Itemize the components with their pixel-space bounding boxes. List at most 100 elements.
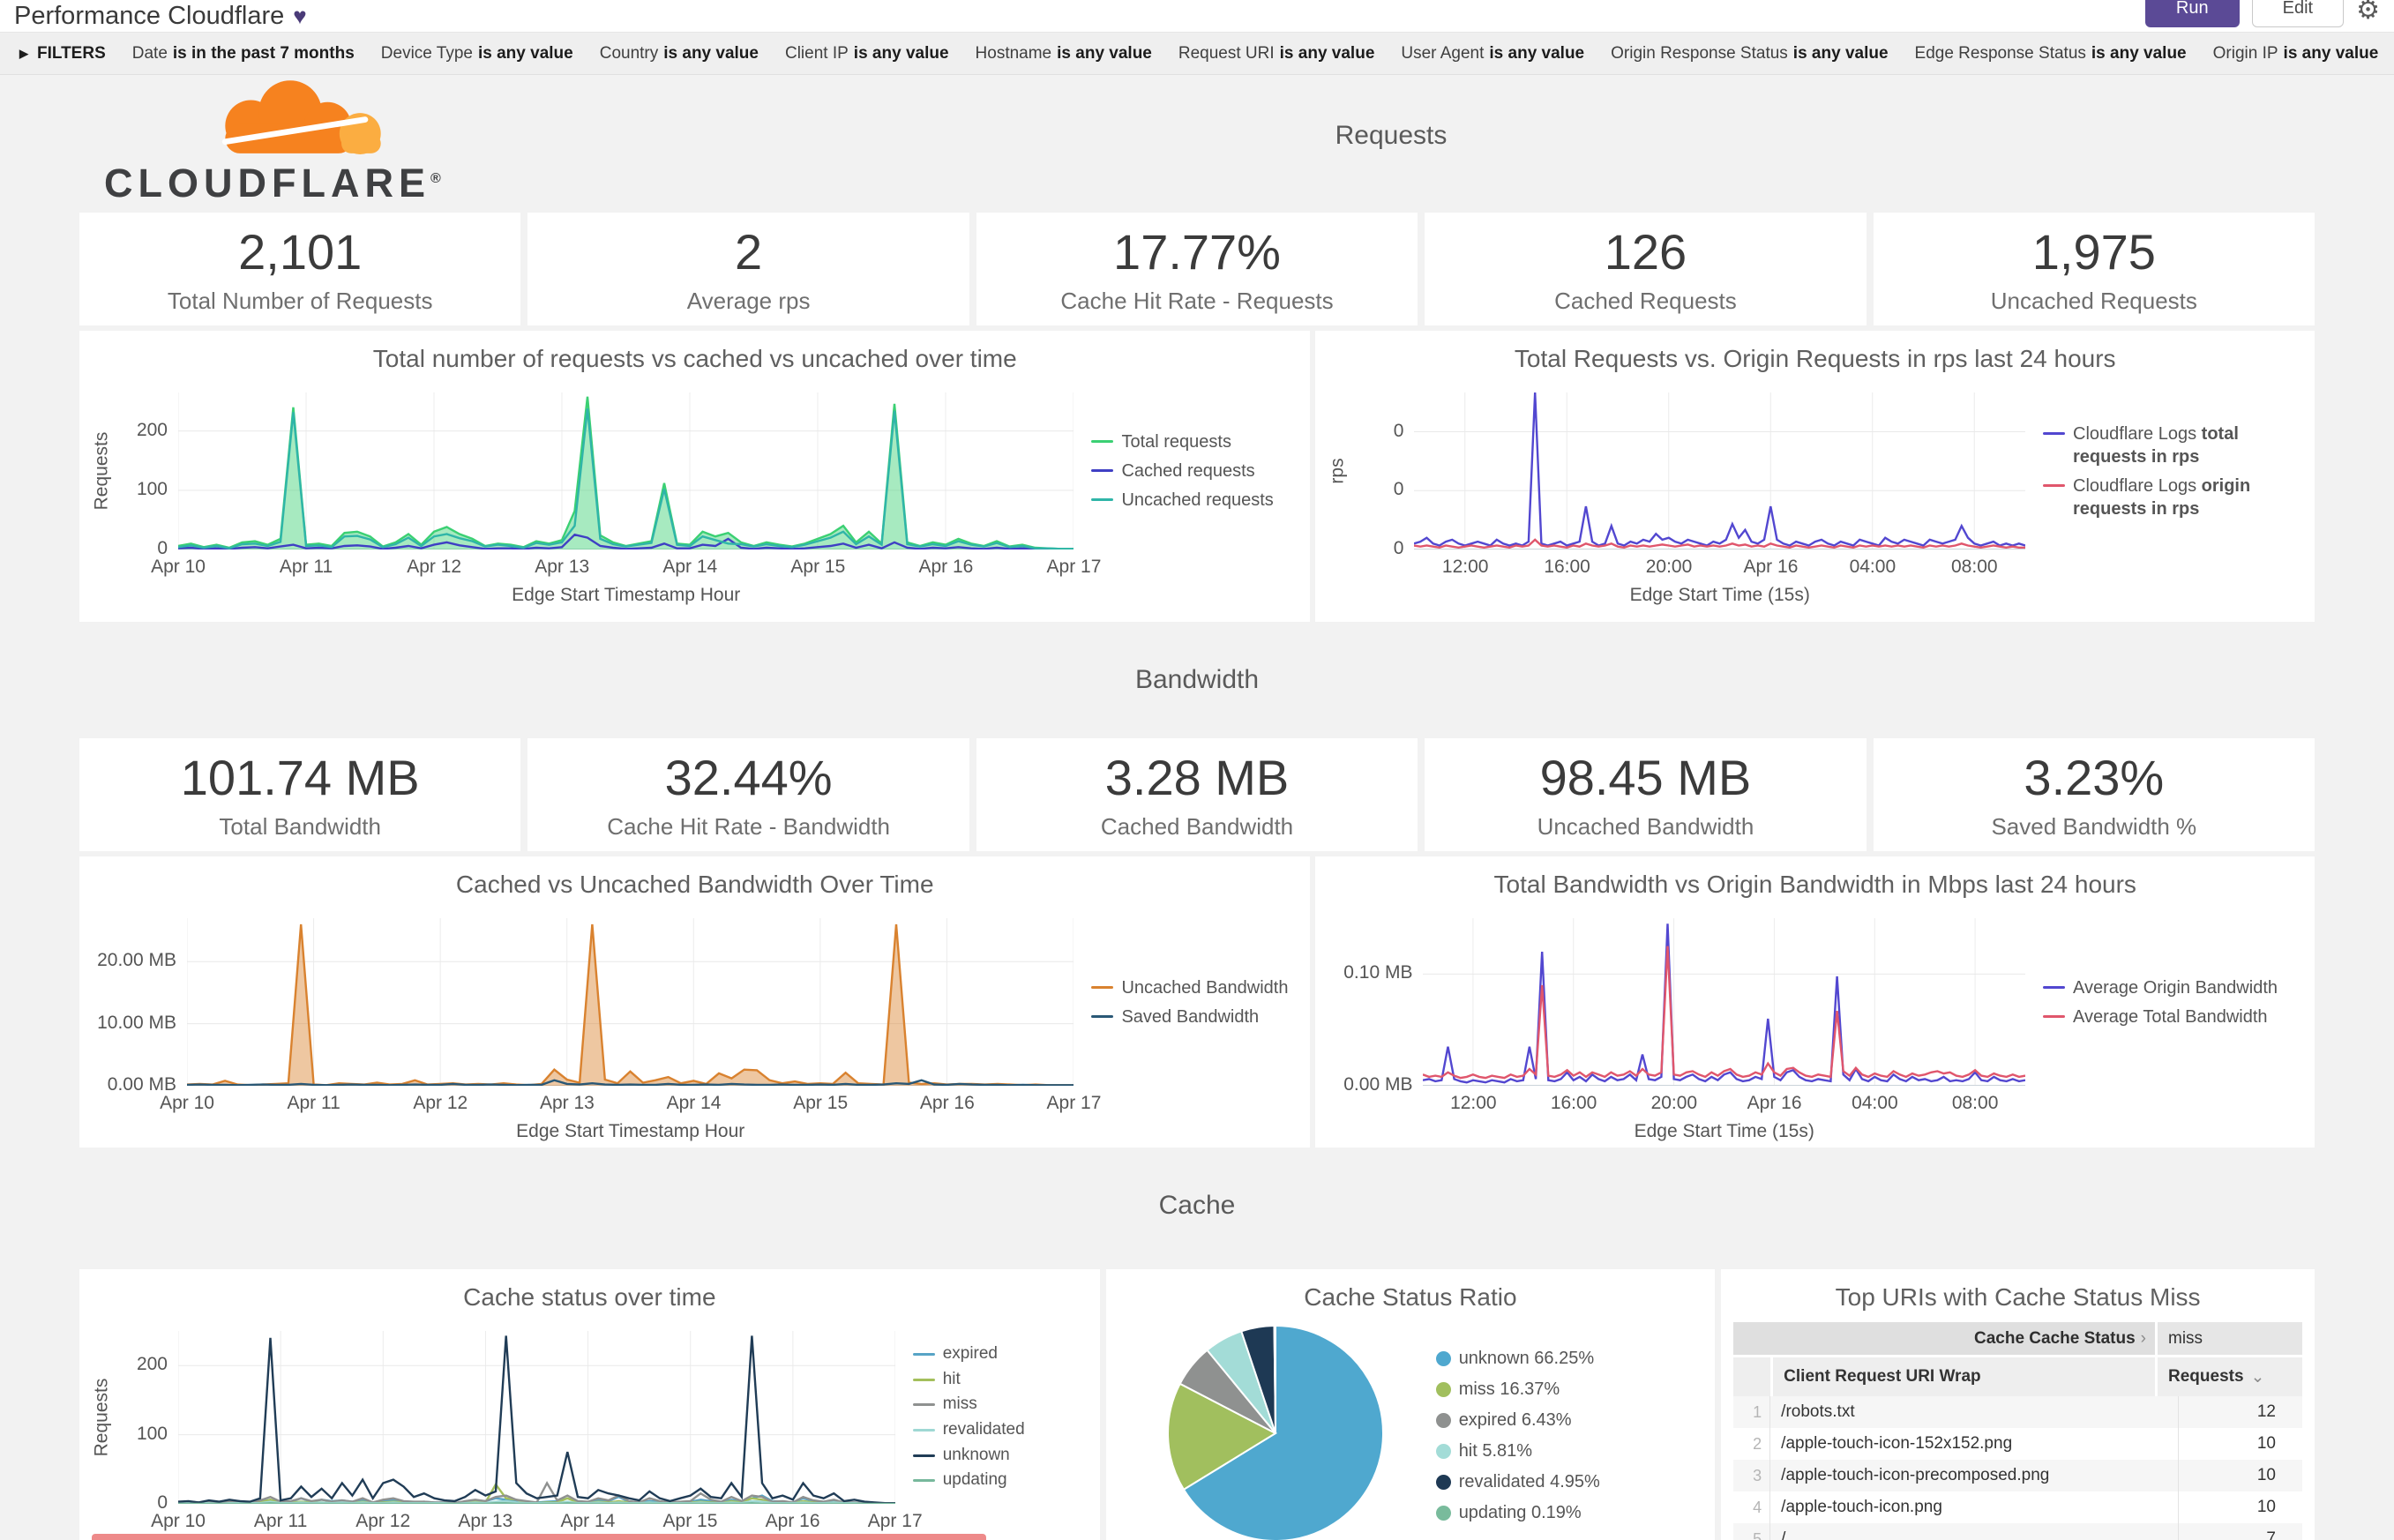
legend-item[interactable]: Average Origin Bandwidth [2043,976,2300,999]
filter-field: User Agent [1401,43,1485,63]
x-tick-label: Apr 12 [413,1093,468,1113]
row-requests: 10 [2256,1434,2276,1453]
requests-section-head: CLOUDFLARE® Requests [0,75,2394,213]
legend-item[interactable]: hit [912,1369,1086,1391]
chevron-right-icon: › [2140,1328,2146,1348]
table-row[interactable]: 5 / 7 [1733,1523,2302,1540]
legend-item[interactable]: Cached requests [1091,460,1296,482]
legend-item[interactable]: Cloudflare Logs origin requests in rps [2043,475,2300,520]
cloudflare-wordmark: CLOUDFLARE® [104,161,441,206]
legend-item[interactable]: unknown 66.25% [1435,1347,1600,1370]
table-row[interactable]: 3 /apple-touch-icon-precomposed.png 10 [1733,1460,2302,1491]
legend-item[interactable]: Uncached Bandwidth [1091,976,1296,999]
pie-slice-updating[interactable] [1273,1324,1276,1434]
x-tick-label: Apr 14 [560,1511,616,1531]
legend-item[interactable]: Average Total Bandwidth [2043,1005,2300,1028]
bandwidth-chart-row: Cached vs Uncached Bandwidth Over Time 2… [79,856,2315,1148]
filter-item[interactable]: Country is any value [600,44,759,63]
filter-item[interactable]: Origin IP is any value [2213,44,2379,63]
legend-label: updating [942,1470,1007,1490]
legend-item[interactable]: Cloudflare Logs total requests in rps [2043,422,2300,468]
legend-label: Average Total Bandwidth [2073,1006,2268,1027]
filter-condition: is any value [1279,43,1375,63]
legend-dot-icon [1435,1443,1451,1459]
legend-item[interactable]: expired [912,1343,1086,1365]
filter-item[interactable]: Hostname is any value [976,44,1152,63]
chart-title: Total Requests vs. Origin Requests in rp… [1514,345,2116,372]
panel-requests-over-time: Total number of requests vs cached vs un… [79,331,1311,622]
y-tick-label: 0 [157,538,168,558]
x-tick-label: Apr 17 [1046,557,1102,577]
requests-chart-row: Total number of requests vs cached vs un… [79,331,2315,622]
x-axis-ticks: 12:00 16:00 20:00 Apr 16 04:00 08:00 [1414,549,2025,578]
edit-button[interactable]: Edit [2251,0,2345,27]
row-index: 5 [1733,1523,1771,1540]
x-tick-label: 16:00 [1550,1093,1597,1113]
legend-item[interactable]: Total requests [1091,430,1296,453]
chart-title: Cached vs Uncached Bandwidth Over Time [455,871,934,898]
filters-toggle[interactable]: ▶ FILTERS [19,44,106,64]
y-tick-label: 0 [157,1492,168,1513]
x-tick-label: 08:00 [1951,1093,1999,1113]
table-row[interactable]: 1 /robots.txt 12 [1733,1396,2302,1428]
y-axis-ticks: 200 100 0 [115,1331,178,1513]
kpi-tile: 3.23% Saved Bandwidth % [1873,738,2315,851]
pie-slice-miss[interactable] [1166,1382,1277,1491]
legend-item[interactable]: miss [912,1394,1086,1416]
legend-label: Average Origin Bandwidth [2073,977,2278,998]
legend-item[interactable]: updating [912,1469,1086,1491]
x-tick-label: 04:00 [1849,557,1896,577]
y-axis-label: rps [1327,458,1348,484]
kpi-tile: 3.28 MB Cached Bandwidth [976,738,1418,851]
legend-item[interactable]: miss 16.37% [1435,1378,1600,1401]
table-row[interactable]: 4 /apple-touch-icon.png 10 [1733,1491,2302,1523]
legend-dot-icon [1435,1350,1451,1366]
y-axis-label: Requests [91,1378,111,1457]
filter-item[interactable]: Origin Response Status is any value [1611,44,1888,63]
filter-item[interactable]: Edge Response Status is any value [1915,44,2187,63]
legend-item[interactable]: revalidated 4.95% [1435,1470,1600,1493]
filter-item[interactable]: Device Type is any value [381,44,573,63]
column-header-row: Client Request URI Wrap Requests ⌄ [1733,1355,2302,1396]
filter-item[interactable]: Date is in the past 7 months [132,44,355,63]
table-body: 1 /robots.txt 12 2 /apple-touch-icon-152… [1733,1396,2302,1540]
filter-item[interactable]: Client IP is any value [785,44,949,63]
x-axis-title: Edge Start Timestamp Hour [516,1121,745,1141]
filter-item[interactable]: Request URI is any value [1178,44,1375,63]
table-row[interactable]: 2 /apple-touch-icon-152x152.png 10 [1733,1428,2302,1460]
legend-dot-icon [1435,1474,1451,1490]
legend-item[interactable]: revalidated [912,1419,1086,1441]
legend-item[interactable]: unknown [912,1445,1086,1467]
legend-item[interactable]: Uncached requests [1091,489,1296,512]
top-uris-table: Cache Cache Status › miss Client Request … [1733,1322,2302,1540]
legend-item[interactable]: Saved Bandwidth [1091,1005,1296,1028]
column-header-requests[interactable]: Requests ⌄ [2155,1357,2302,1396]
chart-title: Cache Status Ratio [1304,1283,1517,1311]
kpi-value: 2 [735,224,763,280]
x-tick-label: Apr 11 [279,557,333,577]
sort-desc-icon: ⌄ [2250,1367,2265,1387]
pie-slice-unknown[interactable] [1182,1324,1384,1540]
pie-legend: unknown 66.25% miss 16.37% expired 6.43% hi… [1435,1347,1600,1524]
legend-label: miss 16.37% [1458,1379,1560,1399]
x-tick-label: 12:00 [1450,1093,1497,1113]
legend-item[interactable]: expired 6.43% [1435,1409,1600,1432]
legend-item[interactable]: updating 0.19% [1435,1501,1600,1524]
column-header-uri[interactable]: Client Request URI Wrap [1770,1357,2155,1396]
y-tick-label: 200 [136,419,168,440]
filter-item[interactable]: User Agent is any value [1401,44,1584,63]
kpi-tile: 32.44% Cache Hit Rate - Bandwidth [527,738,969,851]
panel-mbps-24h: Total Bandwidth vs Origin Bandwidth in M… [1315,856,2315,1148]
pivot-label[interactable]: Cache Cache Status › [1973,1328,2146,1348]
x-tick-label: Apr 10 [160,1093,214,1113]
legend-item[interactable]: hit 5.81% [1435,1439,1600,1462]
filter-field: Client IP [784,43,849,63]
gear-icon[interactable]: ⚙ [2356,0,2380,25]
kpi-tile: 2,101 Total Number of Requests [79,213,521,325]
run-button[interactable]: Run [2144,0,2240,27]
panel-bandwidth-over-time: Cached vs Uncached Bandwidth Over Time 2… [79,856,1311,1148]
x-tick-label: Apr 15 [793,1093,849,1113]
kpi-tile: 98.45 MB Uncached Bandwidth [1425,738,1867,851]
y-axis-label: Requests [91,431,111,511]
